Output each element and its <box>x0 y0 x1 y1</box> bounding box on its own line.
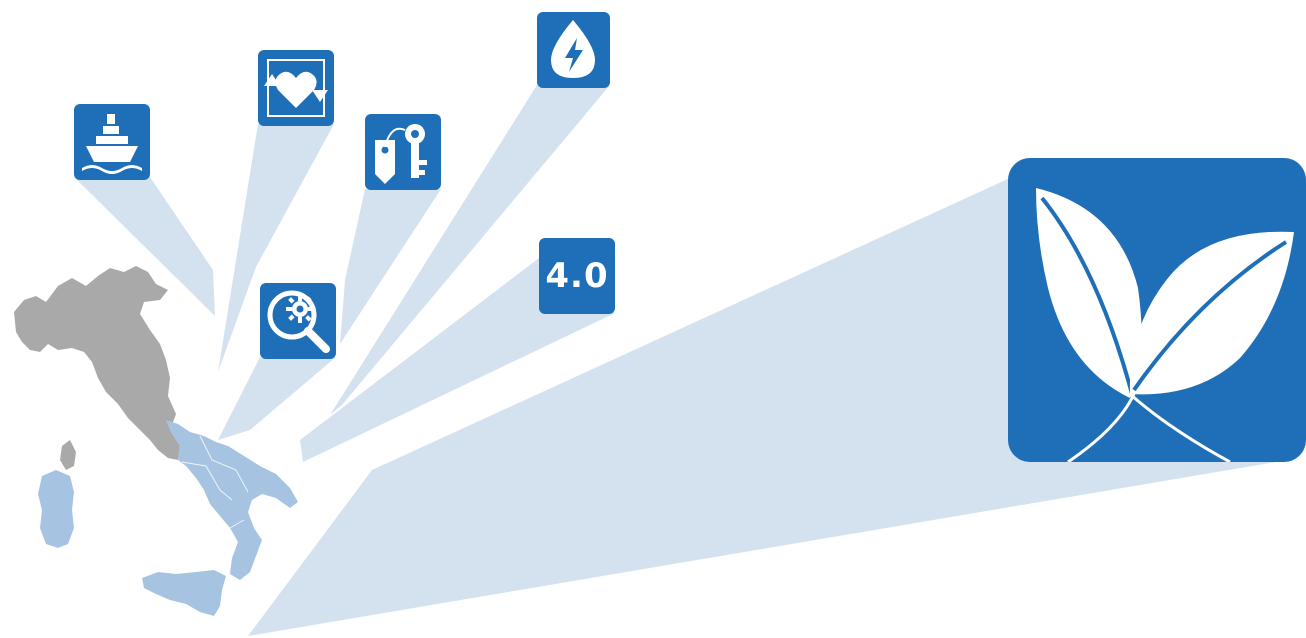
map-sardinia <box>38 470 74 548</box>
industry-4-0-label: 4.0 <box>545 256 609 296</box>
ship-icon <box>74 104 150 180</box>
map-sicily <box>142 570 226 616</box>
beam-industry <box>300 258 615 462</box>
key-tag-icon <box>365 114 441 190</box>
beam-key <box>340 189 441 344</box>
beam-magnifier <box>218 357 336 440</box>
map-north-central <box>14 266 180 460</box>
leaves-icon <box>1008 158 1306 462</box>
beam-ship <box>74 177 215 316</box>
energy-drop-icon <box>537 12 610 88</box>
beam-heart <box>218 124 334 372</box>
map-corsica <box>60 440 76 470</box>
beam-energy <box>330 85 610 415</box>
heart-exchange-icon <box>258 50 334 126</box>
magnifier-gear-icon <box>260 283 336 359</box>
industry-4-0-icon: 4.0 <box>539 238 615 314</box>
